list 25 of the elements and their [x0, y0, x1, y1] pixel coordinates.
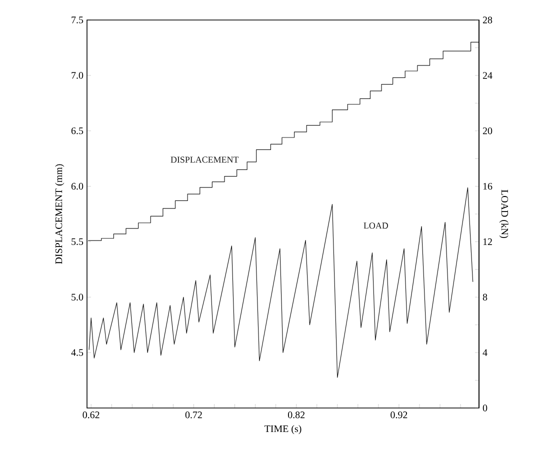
- y2-axis-title: LOAD (kN): [499, 190, 508, 238]
- y-tick-label: 6.0: [71, 182, 84, 190]
- y2-tick-label: 28: [482, 16, 492, 24]
- x-tick-label: 0.92: [390, 412, 408, 418]
- y2-tick-label: 12: [483, 238, 492, 246]
- y-tick-label: 5.5: [72, 238, 84, 246]
- y-tick-label: 4.5: [71, 349, 84, 356]
- x-axis-title: TIME (s): [264, 425, 302, 434]
- y2-tick-label: 24: [482, 72, 492, 79]
- y2-tick-label: 8: [482, 294, 488, 300]
- y-tick-label: 7.5: [72, 16, 84, 24]
- y-axis-title: DISPLACEMENT (mm): [55, 164, 64, 264]
- y2-tick-label: 20: [482, 127, 492, 134]
- text: LOAD: [364, 222, 388, 229]
- y-tick-label: 5.0: [72, 294, 84, 301]
- x-tick-label: 0.82: [288, 412, 305, 418]
- x-tick-label: 0.62: [82, 412, 100, 418]
- series-label: DISPLACEMENT: [170, 156, 239, 163]
- y-tick-label: 7.0: [72, 72, 84, 79]
- y2-tick-label: 16: [483, 182, 492, 190]
- x-tick-label: 0.72: [185, 412, 202, 418]
- y-tick-label: 6.5: [71, 127, 84, 134]
- line-series: [88, 187, 474, 378]
- y2-tick-label: 0: [482, 404, 488, 412]
- y2-tick-label: 4: [482, 349, 488, 356]
